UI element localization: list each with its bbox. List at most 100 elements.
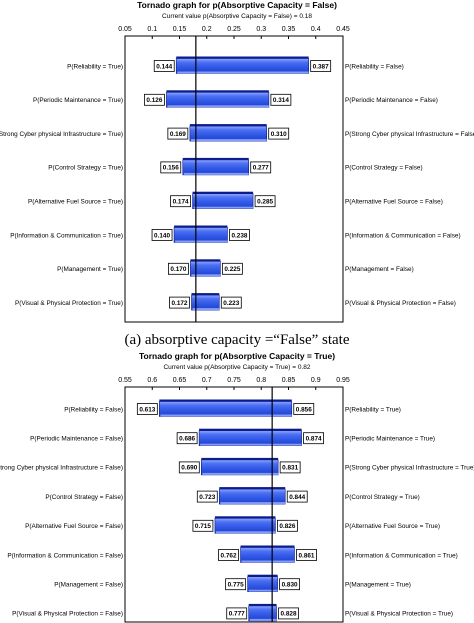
row-right-label: P(Information & Communication = False) — [345, 232, 461, 239]
row-left-label: P(Information & Communication = False) — [7, 552, 123, 559]
tornado-row: 0.686 0.874 P(Periodic Maintenance = False… — [30, 428, 435, 447]
high-value-box — [270, 93, 292, 106]
row-right-label: P(Control Strategy = False) — [345, 165, 423, 172]
row-right-label: P(Visual & Physical Protection = False) — [345, 300, 456, 307]
row-left-label: P(Control Strategy = True) — [48, 165, 123, 172]
tornado-bar — [192, 193, 254, 209]
low-value-label: 0.723 — [199, 494, 215, 501]
bar-top-edge — [190, 259, 221, 263]
tornado-bar — [190, 260, 221, 277]
high-value-box — [296, 549, 317, 561]
low-value-box — [169, 296, 190, 309]
x-tick-label: 0.55 — [118, 377, 132, 384]
row-right-label: P(Management = True) — [345, 582, 411, 589]
x-tick-label: 0.85 — [282, 377, 296, 384]
tornado-bar — [218, 488, 286, 505]
row-left-label: P(Management = False) — [54, 582, 123, 589]
row-left-label: P(Visual & Physical Protection = True) — [15, 300, 123, 307]
tornado-row: 0.170 0.225 P(Management = True) P(Manageme… — [57, 259, 414, 277]
low-value-label: 0.690 — [181, 465, 197, 472]
x-tick-label: 0.7 — [202, 377, 212, 384]
bar-bottom-highlight — [193, 206, 254, 209]
high-value-box — [286, 490, 308, 503]
high-value-box — [279, 578, 301, 591]
row-right-label: P(Reliability = True) — [345, 406, 401, 413]
low-value-label: 0.172 — [171, 300, 187, 307]
x-tick-label: 0.8 — [256, 377, 266, 384]
row-left-label: P(Strong Cyber physical Infrastructure =… — [0, 465, 123, 472]
tornado-row: 0.762 0.861 P(Information & Communication … — [7, 545, 458, 563]
row-left-label: P(Information & Communication = True) — [10, 232, 123, 239]
low-value-box — [167, 262, 189, 275]
chart-subtitle: Current value p(Absorptive Capacity = Tr… — [163, 364, 310, 371]
figure-caption: (a) absorptive capacity =“False” state — [124, 332, 349, 348]
row-left-label: P(Reliability = False) — [64, 406, 123, 413]
high-value-box — [250, 161, 272, 174]
low-value-box — [196, 490, 218, 503]
x-tick-label: 0.65 — [173, 377, 187, 384]
chart-title: Tornado graph for p(Absorptive Capacity … — [139, 351, 335, 361]
high-value-box — [254, 195, 276, 208]
bar-top-edge — [174, 225, 228, 229]
row-right-label: P(Visual & Physical Protection = True) — [345, 611, 453, 618]
bar-bottom-highlight — [215, 531, 276, 534]
row-left-label: P(Alternative Fuel Source = False) — [25, 523, 123, 530]
low-value-label: 0.144 — [156, 63, 172, 70]
high-value-label: 0.828 — [281, 611, 297, 618]
row-right-label: P(Strong Cyber physical Infrastructure =… — [345, 465, 474, 472]
high-value-label: 0.238 — [231, 232, 247, 239]
bar-top-edge — [214, 516, 276, 520]
bar-top-edge — [166, 90, 269, 94]
low-value-box — [151, 229, 173, 241]
high-value-box — [277, 519, 298, 532]
bar-top-edge — [159, 399, 292, 403]
low-value-box — [178, 461, 200, 474]
bar-bottom-highlight — [190, 139, 267, 142]
x-tick-label: 0.05 — [118, 26, 132, 33]
bar-top-edge — [189, 124, 267, 128]
tornado-bar — [247, 576, 278, 593]
bar-top-edge — [192, 191, 254, 195]
tornado-bar — [173, 227, 228, 243]
row-left-label: P(Periodic Maintenance = True) — [33, 97, 123, 104]
low-value-label: 0.169 — [170, 131, 186, 138]
low-value-label: 0.174 — [173, 199, 189, 206]
bar-bottom-highlight — [200, 443, 302, 446]
tornado-row: 0.169 0.310 P(Strong Cyber physical Infras… — [0, 124, 474, 142]
chart-title: Tornado graph for p(Absorptive Capacity … — [137, 0, 337, 10]
bar-bottom-highlight — [220, 502, 286, 505]
high-value-label: 0.225 — [224, 266, 240, 273]
high-value-box — [293, 403, 315, 415]
high-value-label: 0.856 — [296, 406, 312, 413]
high-value-label: 0.387 — [313, 63, 329, 70]
low-value-box — [226, 607, 248, 620]
high-value-label: 0.285 — [257, 199, 273, 206]
high-value-label: 0.310 — [271, 131, 287, 138]
low-value-box — [192, 519, 214, 532]
bar-bottom-highlight — [191, 274, 221, 277]
x-tick-label: 0.9 — [311, 377, 321, 384]
high-value-box — [221, 262, 243, 275]
tornado-row: 0.613 0.856 P(Reliability = False) P(Reliab… — [64, 399, 401, 417]
high-value-label: 0.830 — [282, 582, 298, 589]
low-value-box — [218, 549, 239, 561]
row-left-label: P(Alternative Fuel Source = True) — [28, 199, 123, 206]
tornado-chart-true: Tornado graph for p(Absorptive Capacity … — [0, 351, 474, 623]
tornado-bar — [201, 459, 279, 476]
tornado-row: 0.144 0.387 P(Reliability = True) P(Reliabi… — [67, 56, 404, 74]
bar-bottom-highlight — [183, 172, 249, 175]
tornado-row: 0.777 0.828 P(Visual & Physical Protection… — [12, 603, 453, 622]
tornado-chart-false: Tornado graph for p(Absorptive Capacity … — [0, 0, 474, 323]
row-right-label: P(Strong Cyber physical Infrastructure =… — [345, 131, 474, 138]
x-tick-label: 0.95 — [336, 377, 350, 384]
bar-top-edge — [199, 428, 302, 432]
tornado-bar — [166, 92, 270, 108]
row-left-label: P(Reliability = True) — [67, 63, 123, 70]
x-tick-label: 0.2 — [202, 26, 212, 33]
low-value-box — [160, 161, 182, 174]
row-left-label: P(Management = True) — [57, 266, 123, 273]
plot-frame — [124, 35, 344, 323]
row-left-label: P(Periodic Maintenance = False) — [30, 436, 123, 443]
row-left-label: P(Control Strategy = False) — [45, 494, 123, 501]
